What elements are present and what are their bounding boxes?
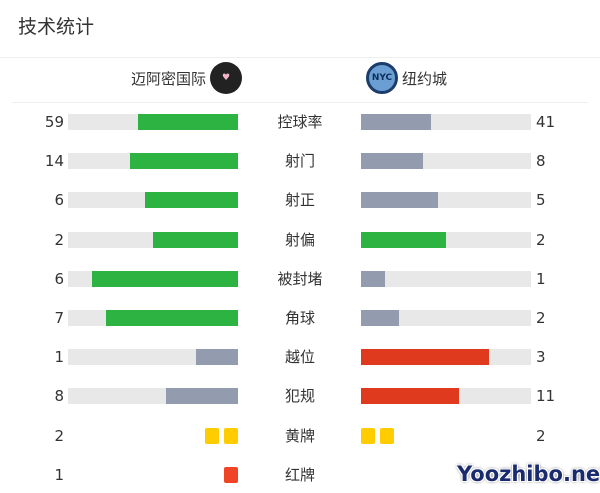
stat-row: 14 射门 8 (0, 151, 600, 171)
home-bar (68, 270, 238, 287)
home-bar-fill (195, 349, 238, 366)
inter-miami-logo-icon: ♥ (210, 62, 242, 94)
page-title: 技术统计 (18, 16, 95, 38)
stat-label: 射偏 (284, 230, 315, 249)
home-bar-fill (153, 231, 238, 248)
home-bar (68, 388, 238, 405)
home-bar-fill (137, 114, 238, 130)
away-team: NYC 纽约城 (366, 62, 447, 94)
home-bar (68, 349, 238, 366)
home-value: 2 (54, 230, 64, 249)
stat-row: 59 控球率 41 (0, 112, 600, 132)
card-row: 1 红牌 (0, 465, 600, 485)
card-icon (380, 427, 394, 444)
home-value: 8 (54, 387, 64, 406)
home-bar-fill (166, 388, 238, 405)
away-bar-fill (361, 310, 399, 326)
home-value: 59 (44, 113, 64, 131)
away-value: 5 (536, 191, 546, 210)
away-bar (361, 231, 531, 248)
away-bar (361, 114, 531, 130)
card-row: 2 黄牌 2 (0, 426, 600, 446)
stat-label: 被封堵 (277, 269, 323, 288)
away-bar (361, 310, 531, 326)
away-bar (361, 153, 531, 170)
home-bar (68, 231, 238, 248)
away-bar-fill (361, 349, 489, 366)
away-value: 2 (536, 230, 546, 249)
card-icon (205, 427, 219, 444)
divider (0, 57, 600, 58)
away-bar-fill (361, 388, 460, 405)
home-bar-fill (129, 153, 238, 170)
away-bar-fill (361, 231, 446, 248)
home-team: 迈阿密国际 ♥ (131, 62, 242, 94)
away-value: 8 (536, 152, 546, 171)
away-bar-fill (361, 114, 431, 130)
away-team-name: 纽约城 (402, 69, 448, 88)
card-icon (224, 427, 238, 444)
away-bar (361, 192, 531, 209)
home-value: 2 (54, 426, 64, 445)
home-bar-fill (92, 270, 238, 287)
home-value: 6 (54, 269, 64, 288)
away-value: 2 (536, 309, 546, 327)
home-value: 1 (54, 348, 64, 367)
home-value: 6 (54, 191, 64, 210)
away-bar (361, 349, 531, 366)
nycfc-logo-icon: NYC (366, 62, 398, 94)
stat-label: 射正 (284, 191, 315, 210)
stat-label: 角球 (284, 309, 315, 327)
stat-row: 8 犯规 11 (0, 386, 600, 406)
stat-label: 射门 (284, 152, 315, 171)
away-bar-fill (361, 270, 386, 287)
away-bar (361, 270, 531, 287)
stat-label: 控球率 (277, 113, 323, 131)
stat-row: 6 射正 5 (0, 190, 600, 210)
home-value: 7 (54, 309, 64, 327)
away-bar-fill (361, 192, 439, 209)
stat-label: 犯规 (284, 387, 315, 406)
stat-label: 黄牌 (284, 426, 315, 445)
stat-label: 红牌 (284, 465, 315, 484)
stat-row: 6 被封堵 1 (0, 269, 600, 289)
card-icon (224, 466, 238, 483)
stat-row: 7 角球 2 (0, 308, 600, 328)
divider (12, 102, 588, 103)
away-bar-fill (361, 153, 423, 170)
stat-row: 2 射偏 2 (0, 230, 600, 250)
away-cards (361, 427, 394, 444)
home-bar-fill (145, 192, 238, 209)
home-bar (68, 310, 238, 326)
card-icon (361, 427, 375, 444)
home-cards (224, 466, 238, 483)
stat-label: 越位 (284, 348, 315, 367)
home-cards (205, 427, 238, 444)
home-bar (68, 153, 238, 170)
away-value: 2 (536, 426, 546, 445)
away-bar (361, 388, 531, 405)
home-bar (68, 114, 238, 130)
home-team-name: 迈阿密国际 (130, 69, 206, 88)
home-bar-fill (105, 310, 238, 326)
home-bar (68, 192, 238, 209)
away-value: 11 (536, 387, 556, 406)
home-value: 14 (44, 152, 64, 171)
stat-row: 1 越位 3 (0, 347, 600, 367)
home-value: 1 (54, 465, 64, 484)
away-value: 3 (536, 348, 546, 367)
watermark: Yoozhibo.net (457, 462, 600, 486)
away-value: 41 (536, 113, 556, 131)
away-value: 1 (536, 269, 546, 288)
